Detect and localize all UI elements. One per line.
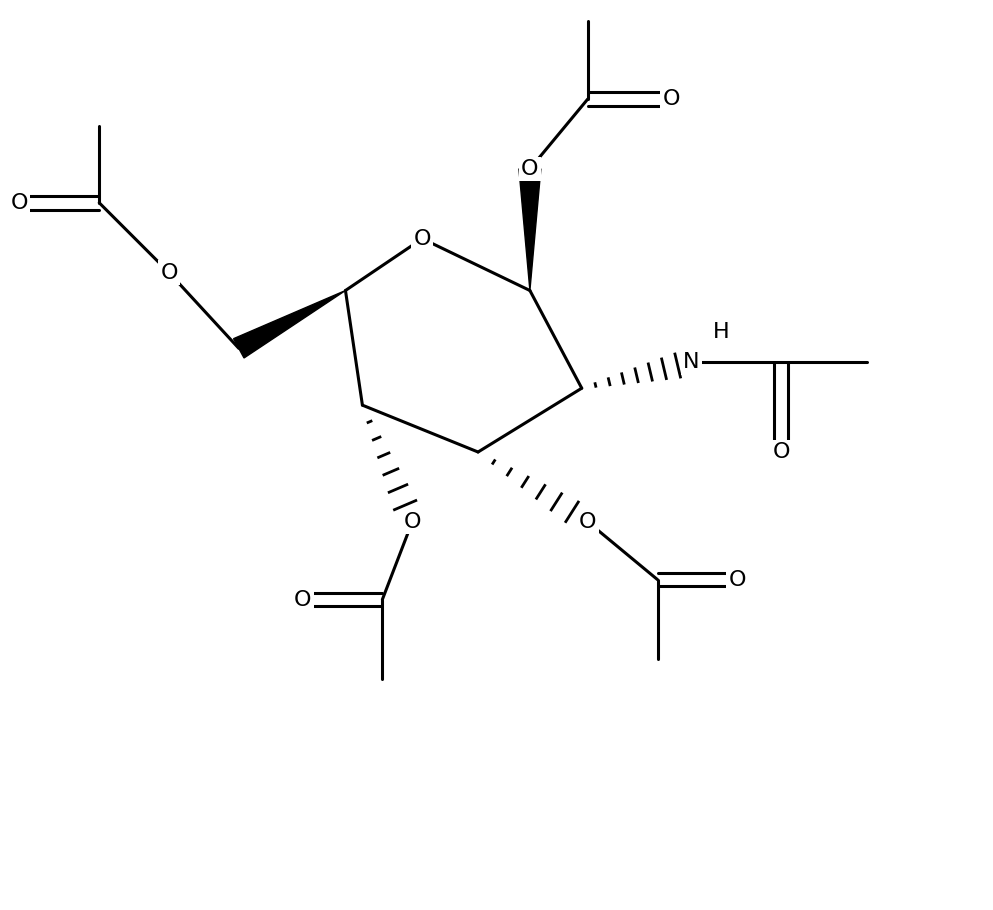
Text: O: O: [662, 89, 680, 109]
Text: O: O: [160, 263, 178, 283]
Polygon shape: [233, 290, 346, 358]
Text: O: O: [413, 228, 431, 248]
Text: O: O: [294, 590, 312, 610]
Text: O: O: [729, 570, 746, 590]
Text: O: O: [403, 511, 421, 531]
Text: O: O: [773, 442, 789, 462]
Text: H: H: [713, 322, 730, 342]
Text: N: N: [683, 352, 700, 372]
Polygon shape: [519, 169, 541, 290]
Text: O: O: [521, 159, 538, 179]
Text: O: O: [579, 511, 597, 531]
Text: O: O: [11, 193, 28, 213]
